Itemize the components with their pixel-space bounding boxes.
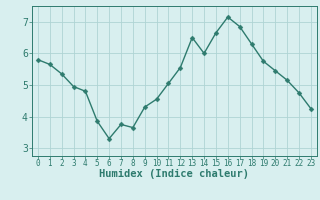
X-axis label: Humidex (Indice chaleur): Humidex (Indice chaleur): [100, 169, 249, 179]
